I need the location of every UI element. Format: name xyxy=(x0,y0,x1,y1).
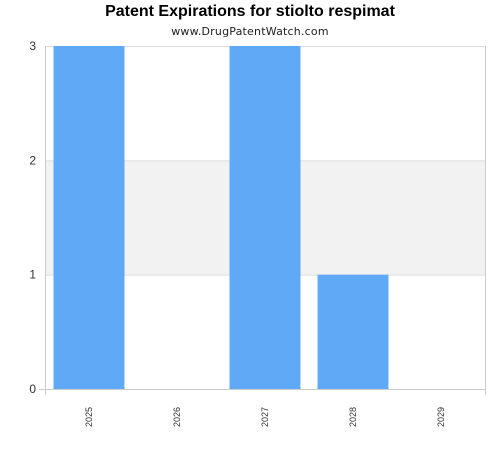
y-tick-label: 1 xyxy=(29,268,36,282)
bar-2028 xyxy=(318,275,389,389)
y-tick-label: 3 xyxy=(29,39,36,53)
y-tick-label: 2 xyxy=(29,153,36,167)
x-tick-label: 2028 xyxy=(348,407,358,427)
x-tick-label: 2025 xyxy=(84,407,94,427)
bar-2025 xyxy=(54,46,125,389)
y-tick-labels: 0 1 2 3 xyxy=(29,39,36,396)
x-tick-label: 2029 xyxy=(436,407,446,427)
y-tick-label: 0 xyxy=(29,382,36,396)
x-tick-label: 2027 xyxy=(260,407,270,427)
x-tick-labels: 2025 2026 2027 2028 2029 xyxy=(84,407,446,427)
x-tick-label: 2026 xyxy=(172,407,182,427)
bar-2027 xyxy=(230,46,301,389)
